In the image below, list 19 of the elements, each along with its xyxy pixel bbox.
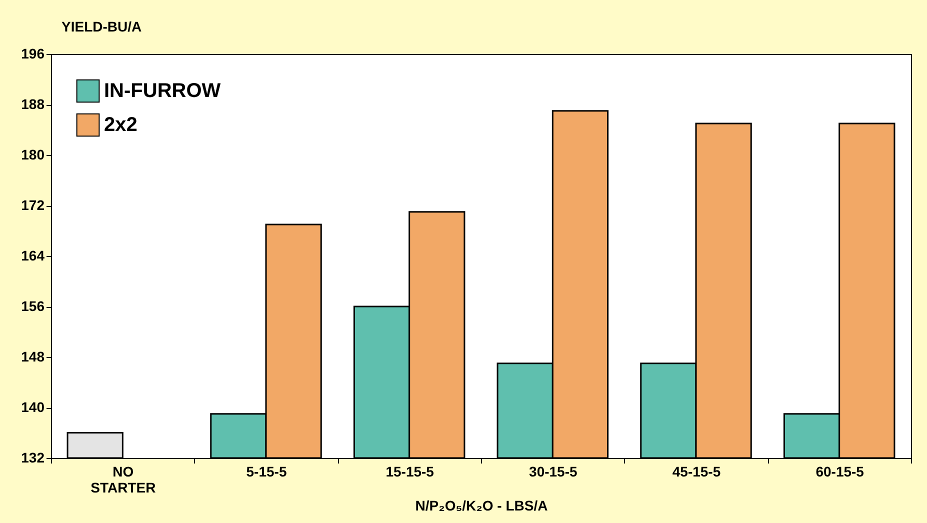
x-tick-label: 45-15-5 (672, 464, 721, 480)
x-tick-label: 5-15-5 (246, 464, 287, 480)
y-tick-label: 148 (21, 348, 45, 364)
y-tick-label: 164 (21, 248, 45, 264)
x-axis-title: N/P₂O₅/K₂O - LBS/A (415, 498, 548, 514)
x-tick-label: 30-15-5 (529, 464, 578, 480)
y-tick-label: 140 (21, 399, 45, 415)
y-tick-label: 196 (21, 46, 45, 62)
y-tick-label: 188 (21, 96, 45, 112)
legend-label: 2x2 (104, 114, 138, 136)
y-axis-title: YIELD-BU/A (62, 18, 142, 34)
y-tick-label: 132 (21, 450, 45, 466)
y-tick-label: 172 (21, 197, 45, 213)
x-tick-label: NO STARTER (90, 464, 156, 496)
y-tick-label: 156 (21, 298, 45, 314)
x-tick-label: 60-15-5 (816, 464, 864, 480)
y-tick-label: 180 (21, 146, 45, 162)
x-tick-label: 15-15-5 (386, 464, 434, 480)
legend-label: IN-FURROW (104, 80, 221, 102)
